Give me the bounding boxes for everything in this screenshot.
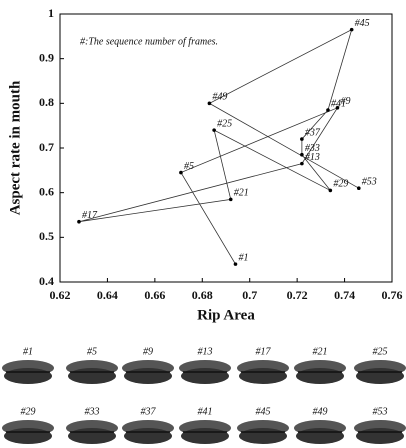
point-label: #53 [362,176,377,187]
lip-lower [239,428,287,444]
x-tick-label: 0.66 [144,288,165,302]
frame-label: #45 [256,406,271,417]
lip-lower [239,368,287,384]
frame-label: #1 [23,346,33,357]
point-label: #9 [340,96,350,107]
lip-lower [124,428,172,444]
point [326,108,330,112]
lip-lower [356,368,404,384]
point-label: #45 [355,18,370,29]
annotation: #:The sequence number of frames. [80,36,218,47]
point [328,188,333,193]
lip-lower [181,368,229,384]
lip-lower [68,428,116,444]
x-tick-label: 0.74 [334,288,355,302]
point [349,27,354,32]
y-tick-label: 0.6 [39,184,54,198]
trajectory [78,28,359,265]
frame-label: #13 [198,346,213,357]
lip-lower [124,368,172,384]
lip-lower [4,368,52,384]
point-label: #25 [217,118,232,129]
x-tick-label: 0.68 [192,288,213,302]
point [300,152,304,157]
y-tick-label: 0.7 [39,140,54,154]
point-label: #41 [331,98,346,109]
point-label: #13 [305,152,320,163]
lip-lower [356,428,404,444]
x-tick-label: 0.72 [287,288,308,302]
x-tick-label: 0.62 [50,288,71,302]
point-label: #1 [238,252,248,263]
frame-label: #5 [87,346,97,357]
point-label: #21 [234,188,249,199]
point [300,161,304,166]
frame-label: #29 [21,406,36,417]
lip-lower [68,368,116,384]
point-label: #37 [305,127,321,138]
point-label: #17 [82,210,98,221]
frame-label: #9 [143,346,153,357]
point [335,106,340,110]
point-label: #5 [184,161,194,172]
point-label: #49 [212,92,227,103]
lip-lower [296,368,344,384]
frame-label: #25 [373,346,388,357]
frame-label: #21 [313,346,328,357]
point [228,197,233,202]
frame-label: #49 [313,406,328,417]
frame-label: #53 [373,406,388,417]
x-axis-label: Rip Area [197,307,255,323]
y-axis-label: Aspect rate in mouth [7,80,23,215]
frame-label: #17 [256,346,272,357]
y-tick-label: 0.5 [39,229,54,243]
point [212,128,216,132]
frame-label: #37 [141,406,157,417]
point [179,170,183,175]
point [300,137,304,141]
point-label: #33 [305,143,320,154]
x-tick-label: 0.76 [382,288,403,302]
lip-lower [181,428,229,444]
point [357,186,361,190]
lip-lower [296,428,344,444]
point [207,101,212,106]
point [233,262,238,266]
y-tick-label: 0.9 [39,50,54,64]
point [77,219,81,224]
x-tick-label: 0.64 [97,288,118,302]
y-tick-label: 0.8 [39,95,54,109]
y-tick-label: 1 [48,6,54,20]
plot-frame [59,13,393,283]
x-tick-label: 0.7 [242,288,257,302]
frame-label: #41 [198,406,213,417]
lip-lower [4,428,52,444]
frame-label: #33 [85,406,100,417]
point-label: #29 [333,179,348,190]
y-tick-label: 0.4 [39,274,54,288]
